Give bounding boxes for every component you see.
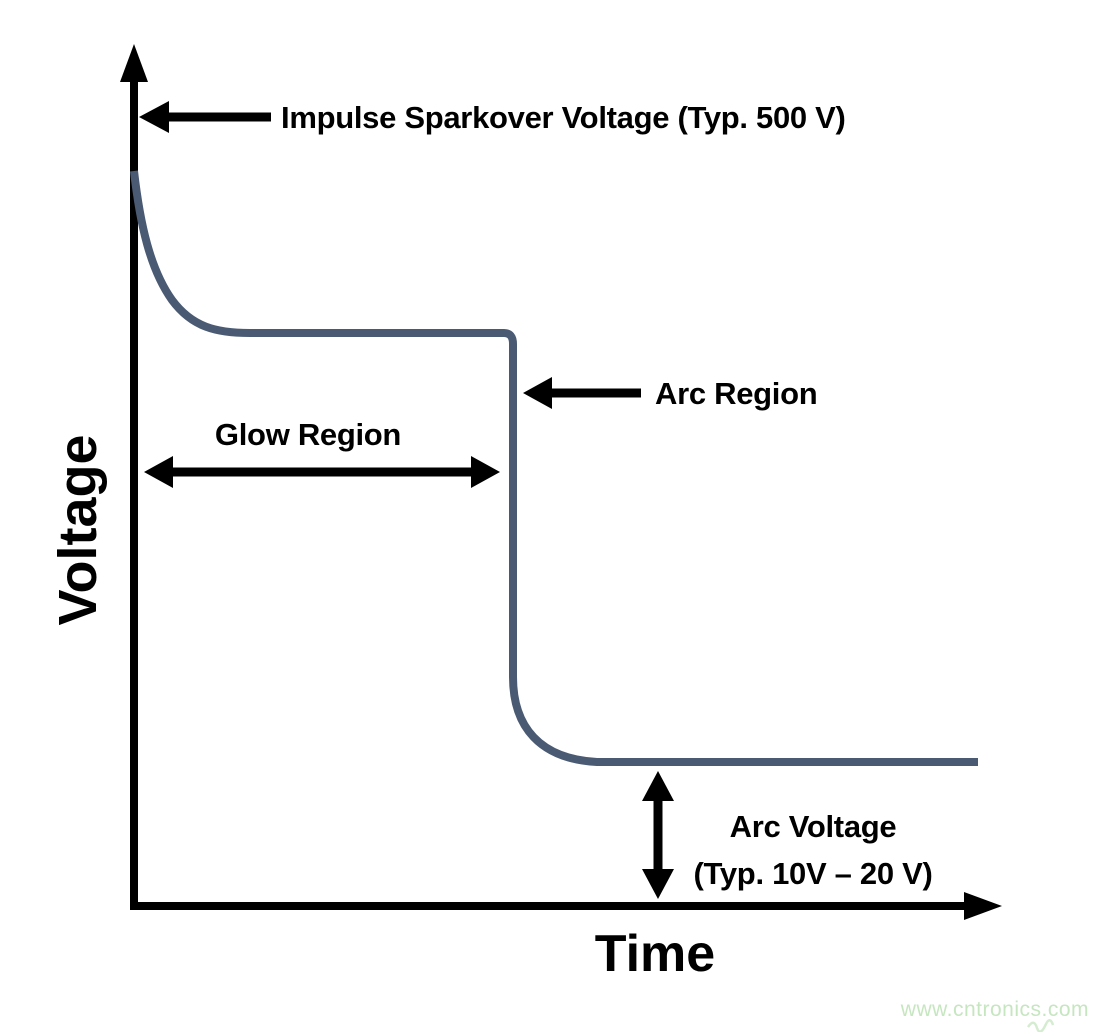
glow-region-left-arrowhead-icon xyxy=(144,456,173,488)
arc-voltage-label-line1: Arc Voltage xyxy=(729,809,897,844)
y-axis-label: Voltage xyxy=(47,434,108,626)
arc-voltage-label: Arc Voltage (Typ. 10V – 20 V) xyxy=(694,803,933,897)
watermark: www.cntronics.com xyxy=(900,998,1089,1021)
impulse-arrowhead-icon xyxy=(139,101,169,133)
x-axis-arrowhead-icon xyxy=(964,892,1002,920)
arc-region-label: Arc Region xyxy=(655,376,818,411)
glow-region-right-arrowhead-icon xyxy=(471,456,500,488)
voltage-curve xyxy=(130,170,978,766)
arc-region-arrowhead-icon xyxy=(523,377,552,409)
arc-voltage-bottom-arrowhead-icon xyxy=(642,869,674,899)
glow-region-label: Glow Region xyxy=(214,417,402,452)
arc-voltage-label-line2: (Typ. 10V – 20 V) xyxy=(693,856,933,891)
arc-voltage-top-arrowhead-icon xyxy=(642,771,674,801)
impulse-sparkover-label: Impulse Sparkover Voltage (Typ. 500 V) xyxy=(281,100,846,135)
y-axis-arrowhead-icon xyxy=(120,44,148,82)
x-axis-label: Time xyxy=(594,925,716,984)
